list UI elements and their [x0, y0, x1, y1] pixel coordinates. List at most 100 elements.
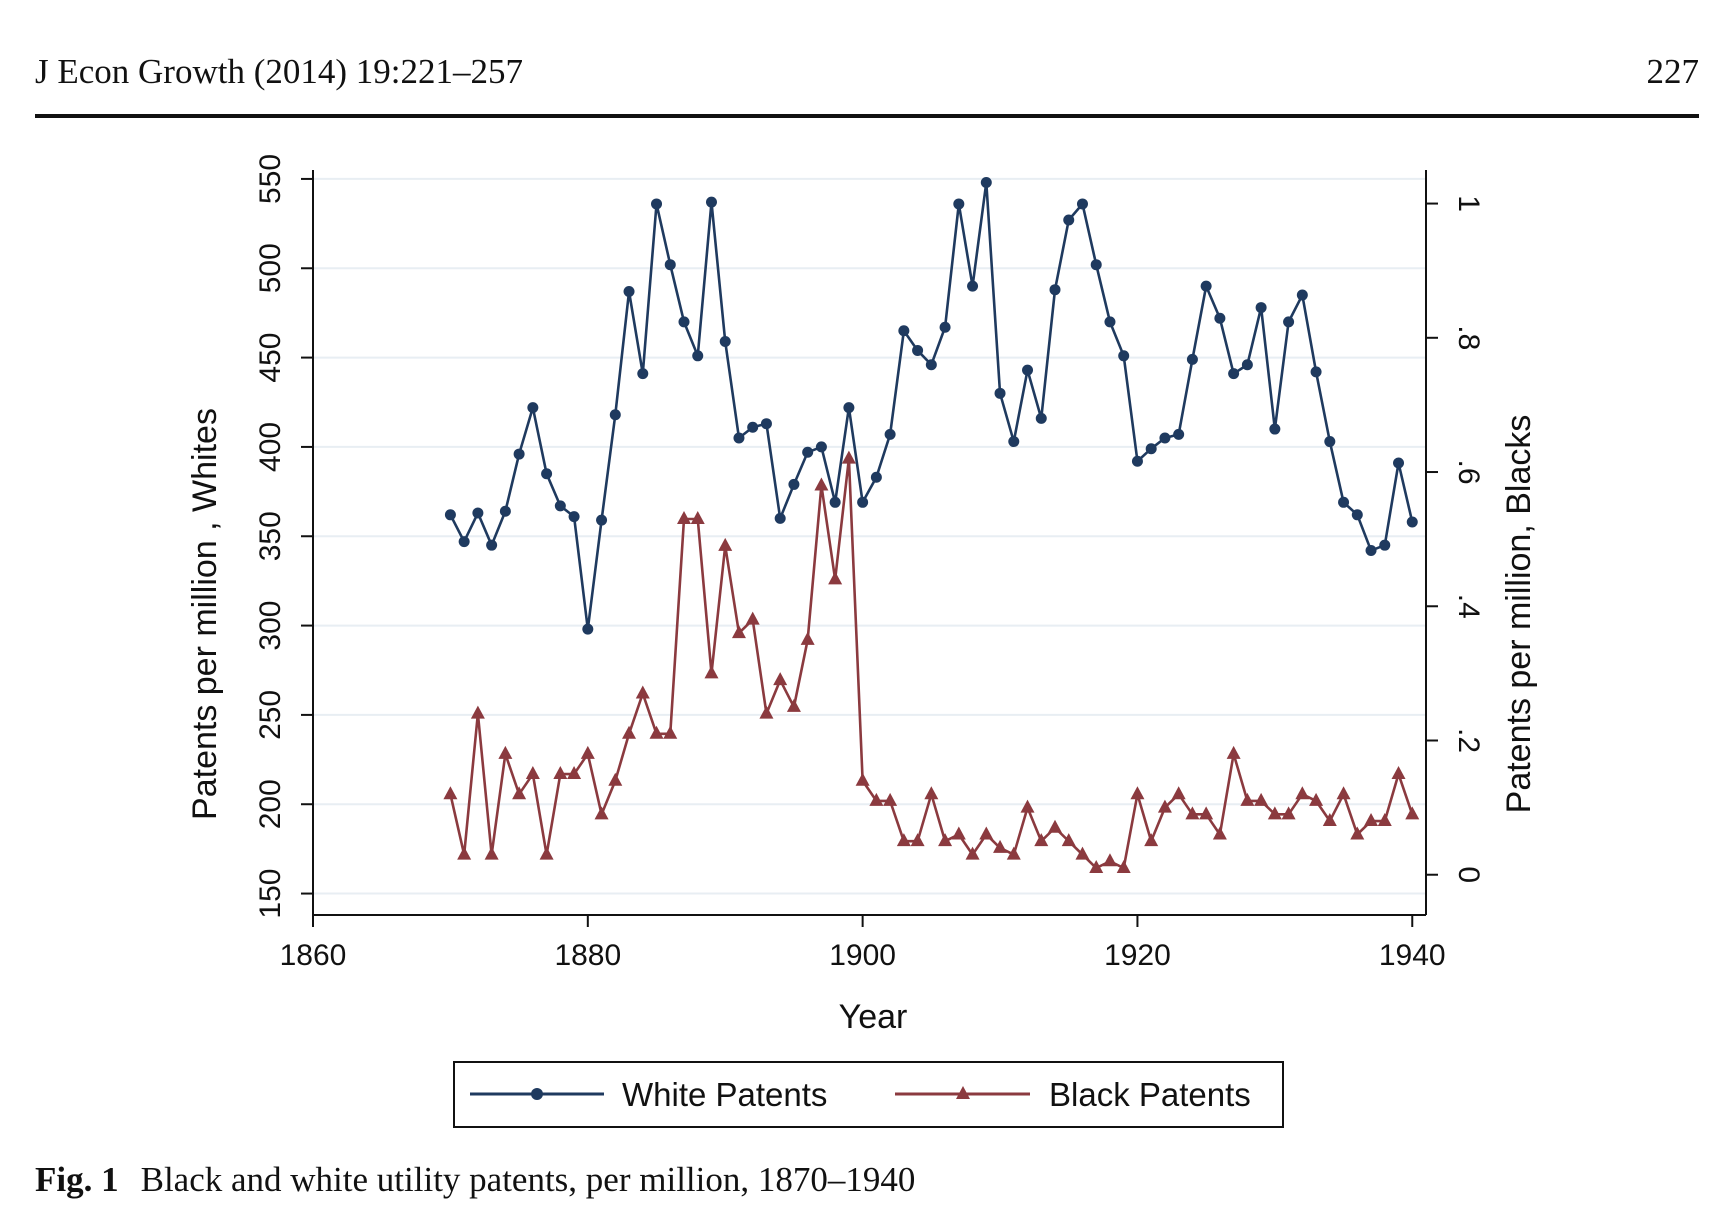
white-patents-point	[1008, 436, 1020, 448]
y-left-tick-label: 150	[254, 869, 287, 919]
black-patents-point	[1281, 806, 1296, 820]
legend-white-marker	[531, 1088, 543, 1100]
white-patents-point	[1173, 428, 1185, 440]
white-patents-point	[1049, 284, 1061, 296]
white-patents-point	[967, 280, 979, 292]
black-patents-point	[951, 826, 966, 840]
black-patents-point	[1061, 833, 1076, 847]
y-axis-left-label: Patents per million , Whites	[186, 408, 224, 820]
white-patents-point	[1255, 302, 1267, 314]
y-right-tick-label: .8	[1452, 325, 1485, 350]
white-patents-point	[1269, 423, 1281, 435]
black-patents-point	[1089, 860, 1104, 874]
white-patents-point	[1214, 312, 1226, 324]
white-patents-point	[912, 344, 924, 356]
black-patents-point	[1240, 792, 1255, 806]
white-patents-point	[939, 321, 951, 333]
y-left-tick-label: 350	[254, 511, 287, 561]
black-patents-point	[1116, 860, 1131, 874]
black-patents-point	[855, 772, 870, 786]
black-patents-point	[731, 625, 746, 639]
legend-black-marker	[956, 1086, 970, 1099]
white-patents-point	[1186, 353, 1198, 365]
black-patents-point	[1377, 813, 1392, 827]
white-patents-point	[609, 409, 621, 421]
black-patents-point	[512, 786, 527, 800]
white-patents-point	[1379, 539, 1391, 551]
y-right-tick-label: .2	[1452, 728, 1485, 753]
black-patents-point	[608, 772, 623, 786]
y-left-tick-label: 450	[254, 333, 287, 383]
black-patents-point	[759, 705, 774, 719]
white-patents-point	[1228, 368, 1240, 380]
y-left-tick-label: 200	[254, 779, 287, 829]
white-patents-point	[541, 468, 553, 480]
white-patents-point	[980, 177, 992, 189]
white-patents-point	[925, 359, 937, 371]
white-patents-point	[568, 511, 580, 523]
figure-1-chart: 1860 1880 1900 1920 1940 150 200 250 300 350 400 45…	[186, 154, 1538, 1128]
black-patents-point	[1226, 745, 1241, 759]
white-patents-point	[1324, 436, 1336, 448]
black-patents-point	[896, 833, 911, 847]
white-patents-point	[692, 350, 704, 362]
white-patents-point	[678, 316, 690, 328]
black-patents-point	[1006, 846, 1021, 860]
black-patents-point	[1144, 833, 1159, 847]
white-patents-point	[1063, 214, 1075, 226]
white-patents-point	[815, 441, 827, 453]
white-patents-point	[747, 421, 759, 433]
black-patents-point	[1157, 799, 1172, 813]
white-patents-point	[444, 509, 456, 521]
black-patents-point	[773, 672, 788, 686]
white-patents-point	[1393, 457, 1405, 469]
black-patents-point	[663, 725, 678, 739]
black-patents-point	[484, 846, 499, 860]
white-patents-point	[527, 402, 539, 414]
running-head: J Econ Growth (2014) 19:221–257 227	[35, 52, 1699, 108]
y-axis-right-label: Patents per million, Blacks	[1500, 415, 1538, 814]
black-patents-point	[1336, 786, 1351, 800]
white-patents-point	[1241, 359, 1253, 371]
black-patents-point	[828, 571, 843, 585]
black-patents-point	[1350, 826, 1365, 840]
white-patents-point	[733, 432, 745, 444]
black-patents-point	[1309, 792, 1324, 806]
white-patents-point	[1118, 350, 1130, 362]
white-patents-point	[623, 285, 635, 297]
x-tick-label: 1920	[1104, 939, 1171, 972]
black-patents-point	[718, 537, 733, 551]
black-patents-point	[1267, 806, 1282, 820]
black-patents-point	[786, 698, 801, 712]
black-patents-point	[1034, 833, 1049, 847]
header-rule	[35, 114, 1699, 118]
page-number: 227	[1646, 52, 1700, 91]
black-patents-point	[1322, 813, 1337, 827]
white-patents-point	[1035, 412, 1047, 424]
white-patents-point	[870, 471, 882, 483]
white-patents-point	[802, 446, 814, 458]
x-tick-label: 1880	[554, 939, 621, 972]
white-patents-point	[953, 198, 965, 210]
black-patents-point	[1185, 806, 1200, 820]
y-left-tick-label: 300	[254, 601, 287, 651]
white-patents-point	[1296, 289, 1308, 301]
black-patents-point	[580, 745, 595, 759]
white-patents-point	[1076, 198, 1088, 210]
x-tick-label: 1860	[280, 939, 347, 972]
black-patents-point	[635, 685, 650, 699]
white-patents-point	[1022, 364, 1034, 376]
white-patents-point	[1090, 259, 1102, 271]
figure-label: Fig. 1	[35, 1160, 119, 1199]
white-patents-point	[1283, 316, 1295, 328]
white-patents-point	[1159, 432, 1171, 444]
black-patents-point	[1391, 766, 1406, 780]
white-patents-point	[637, 368, 649, 380]
white-patents-point	[596, 514, 608, 526]
black-patents-point	[1199, 806, 1214, 820]
black-patents-point	[539, 846, 554, 860]
black-patents-point	[1405, 806, 1420, 820]
black-patents-point	[704, 665, 719, 679]
white-patents-point	[719, 336, 731, 348]
y-right-tick-label: 0	[1452, 866, 1485, 883]
